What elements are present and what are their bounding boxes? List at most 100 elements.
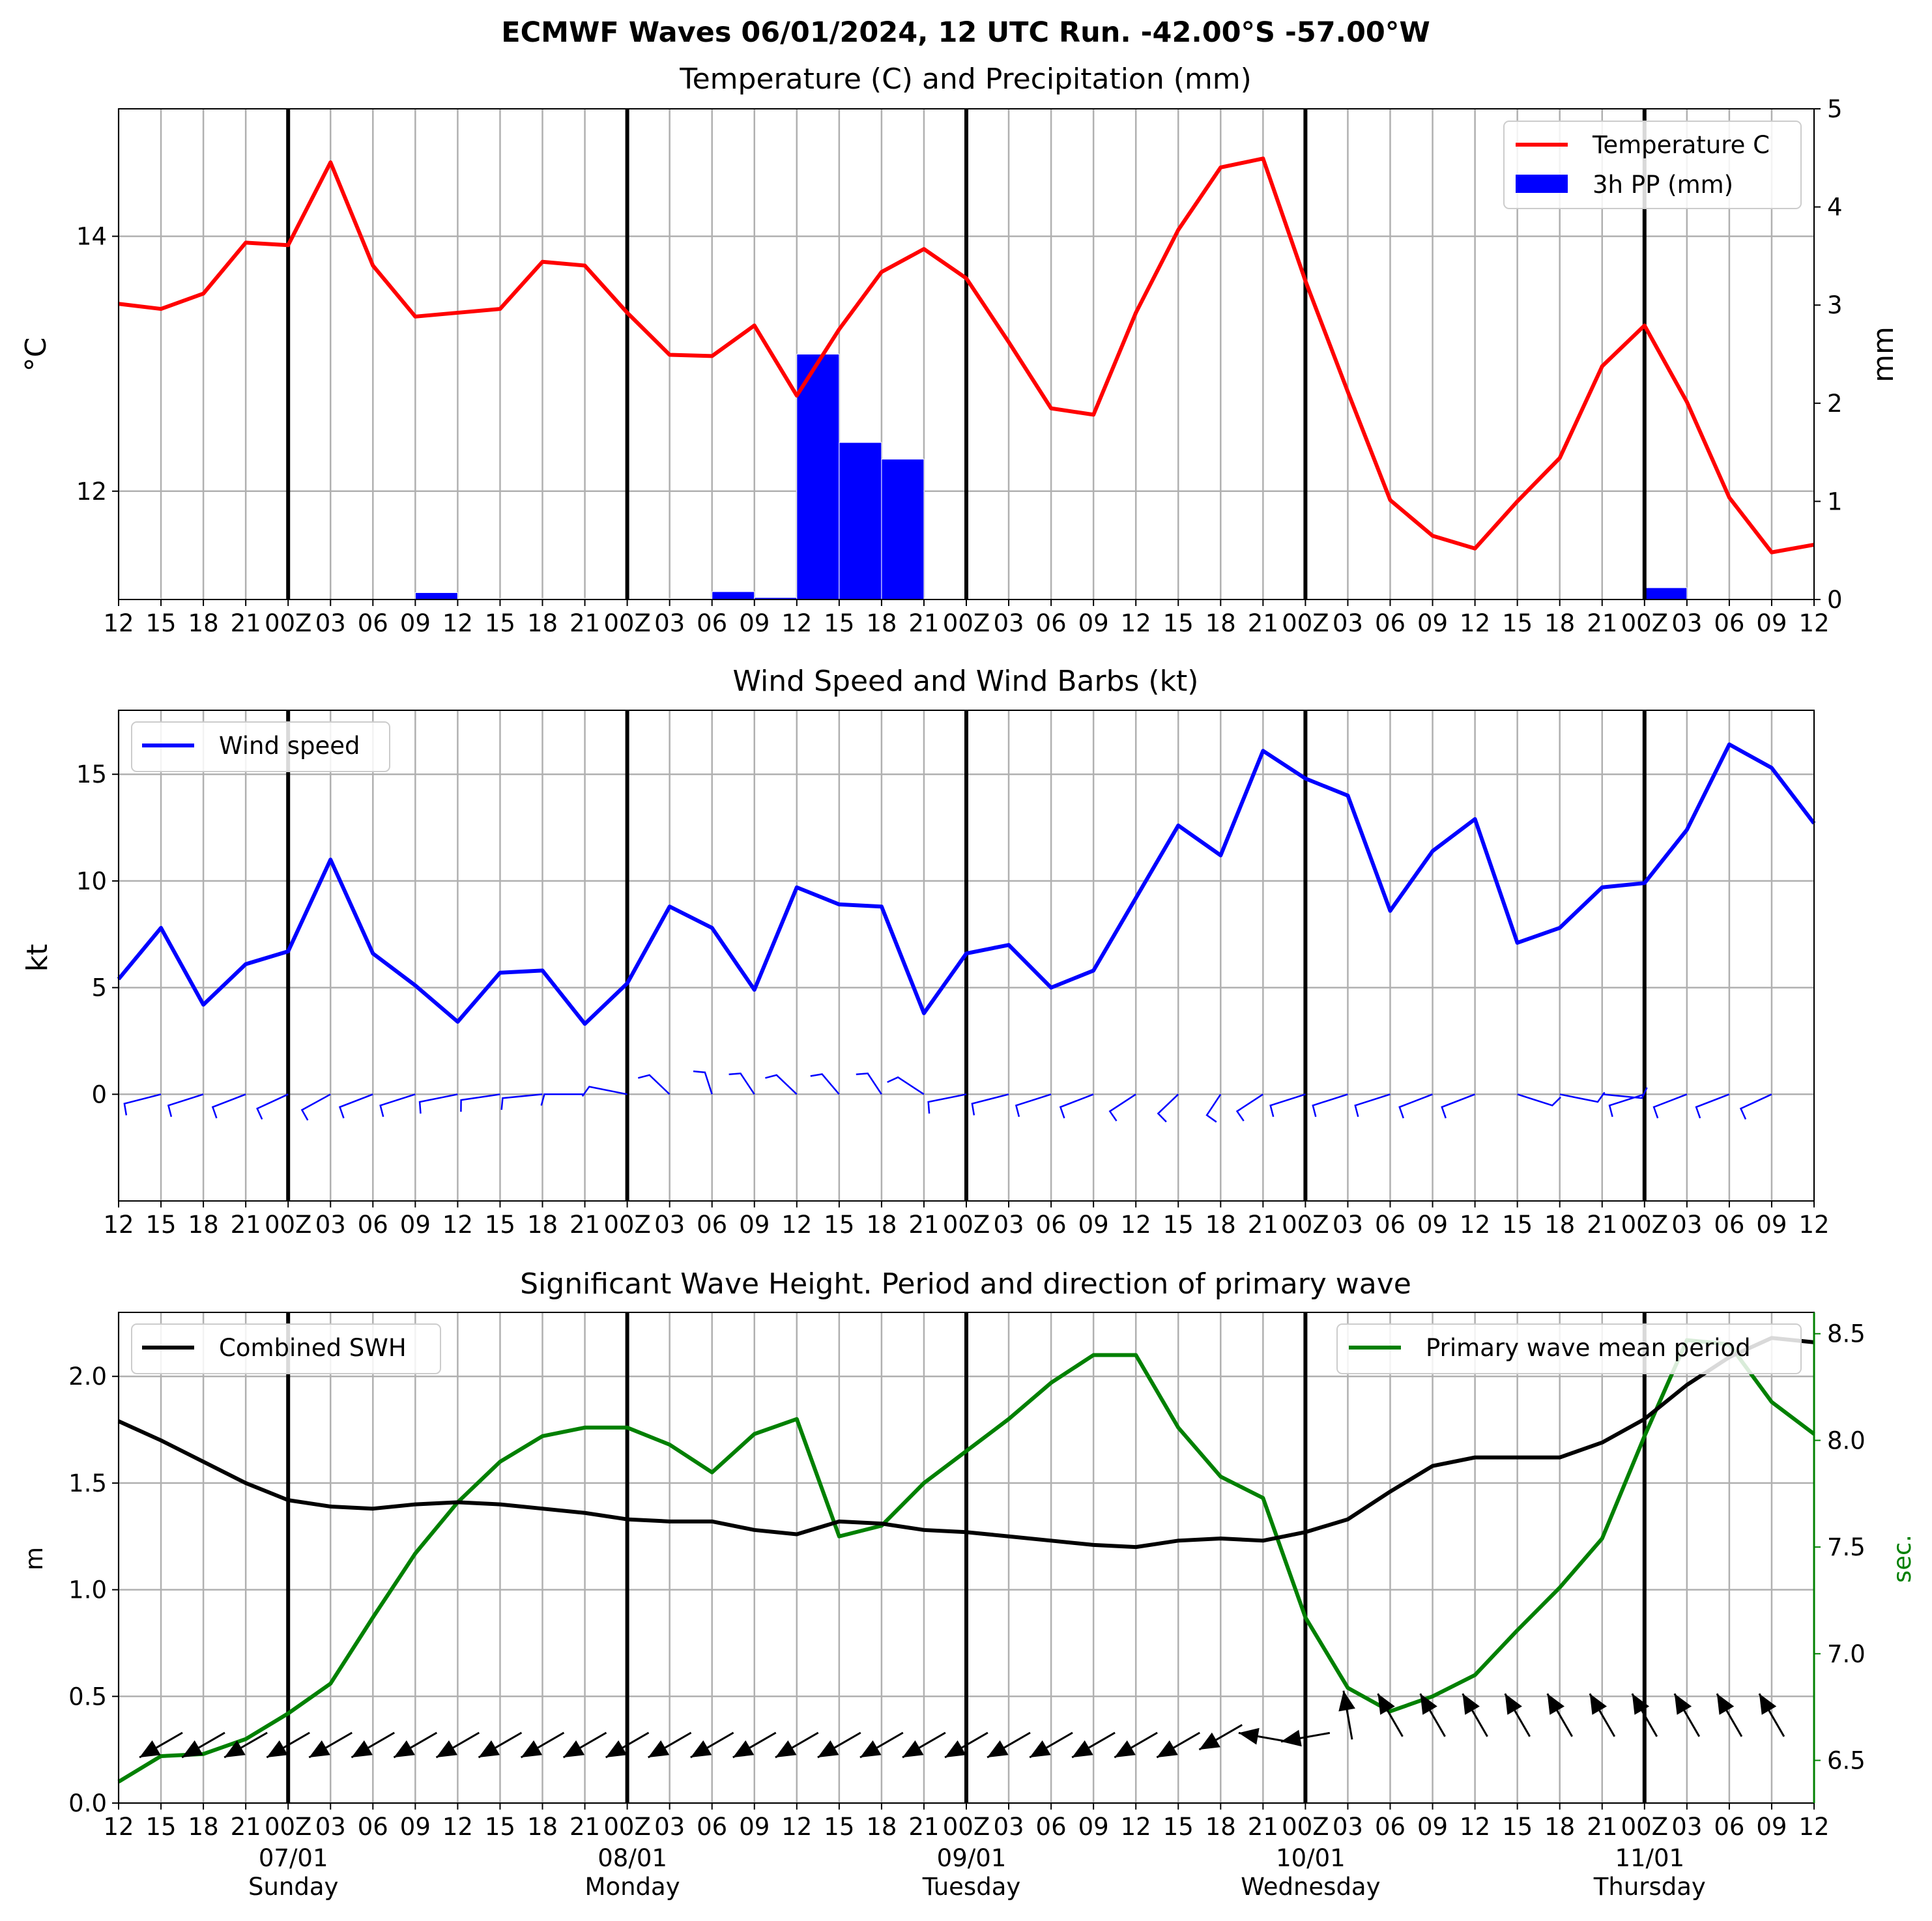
x-tick-label: 21	[1587, 609, 1617, 637]
x-tick-label: 12	[1121, 1211, 1151, 1239]
wind-barb	[1059, 1093, 1094, 1119]
wind-barb	[540, 1093, 585, 1106]
wave-direction-arrow-head	[605, 1740, 627, 1757]
wave-direction-arrow-head	[1030, 1740, 1051, 1757]
panel1-ylabel-right: mm	[1867, 326, 1900, 383]
x-tick-label: 18	[188, 1211, 219, 1239]
x-tick-label: 15	[485, 609, 515, 637]
x-tick-label: 09	[1078, 1813, 1109, 1841]
panel1-x-ticks: 12 15 18 21 00Z 03 06 09 12 15 18 21 00Z 03 06 09 12 15 18…	[103, 599, 1830, 637]
precip-bar	[839, 442, 882, 600]
wave-direction-arrow-head	[351, 1740, 373, 1757]
x-tick-label: 06	[1375, 1813, 1406, 1841]
y-tick-label: 0.5	[68, 1683, 107, 1711]
x-tick-label: 06	[697, 1813, 727, 1841]
x-tick-label: 15	[485, 1211, 515, 1239]
wind-barb	[1108, 1093, 1136, 1121]
x-tick-label: 00Z	[1282, 1211, 1329, 1239]
wave-direction-arrow-head	[1420, 1694, 1437, 1715]
wave-direction-arrow-head	[1716, 1694, 1735, 1715]
wind-barb	[1354, 1093, 1391, 1118]
wind-barb	[765, 1074, 798, 1095]
panel-wind: Wind Speed and Wind Barbs (kt) 0 5 10 15 12…	[21, 665, 1830, 1239]
wind-barb	[1652, 1093, 1688, 1119]
x-tick-label: 12	[442, 1813, 473, 1841]
wave-direction-arrow-head	[732, 1740, 755, 1757]
figure-title: ECMWF Waves 06/01/2024, 12 UTC Run. -42.…	[501, 16, 1430, 49]
x-tick-label: 15	[1163, 1211, 1194, 1239]
x-tick-label: 21	[570, 1211, 600, 1239]
panel3-title: Significant Wave Height. Period and dire…	[520, 1267, 1411, 1301]
x-tick-label: 00Z	[603, 609, 650, 637]
wind-barb	[500, 1093, 543, 1110]
x-tick-label: 21	[231, 1211, 261, 1239]
y-right-tick-label: 2	[1827, 390, 1843, 418]
legend-swh-label: Combined SWH	[219, 1334, 407, 1362]
x-tick-label: 12	[781, 609, 812, 637]
wind-barb	[338, 1093, 373, 1119]
panel1-legend-box	[1503, 121, 1802, 209]
day-date-label: 10/01	[1276, 1844, 1346, 1872]
wind-barb	[1312, 1093, 1348, 1118]
x-tick-label: 12	[1121, 609, 1151, 637]
y-tick-label: 15	[76, 760, 107, 788]
x-tick-label: 09	[739, 609, 770, 637]
x-tick-label: 03	[654, 609, 685, 637]
panel2-x-ticks: 12 15 18 21 00Z 03 06 09 12 15 18 21 00Z 03 06 09 12 15 18…	[103, 1201, 1830, 1239]
precip-bar	[712, 591, 755, 600]
wave-direction-arrow-head	[1505, 1694, 1522, 1715]
y-tick-label: 0.0	[68, 1789, 107, 1817]
x-tick-label: 12	[1121, 1813, 1151, 1841]
x-tick-label: 12	[442, 609, 473, 637]
wave-direction-arrow-head	[775, 1740, 797, 1757]
wave-direction-arrow-head	[1281, 1729, 1302, 1747]
x-tick-label: 09	[1078, 609, 1109, 637]
day-date-label: 07/01	[259, 1844, 328, 1872]
wind-barb	[1398, 1093, 1434, 1119]
x-tick-label: 12	[1798, 1813, 1829, 1841]
x-tick-label: 15	[146, 609, 177, 637]
wind-barb	[581, 1086, 627, 1097]
x-tick-label: 12	[442, 1211, 473, 1239]
x-tick-label: 12	[781, 1211, 812, 1239]
x-tick-label: 03	[1333, 609, 1363, 637]
x-tick-label: 03	[315, 609, 346, 637]
legend-temperature-label: Temperature C	[1592, 131, 1770, 159]
panel2-title: Wind Speed and Wind Barbs (kt)	[733, 665, 1199, 698]
y-tick-label: 12	[76, 478, 107, 506]
panel3-legend-right: Primary wave mean period	[1336, 1323, 1802, 1374]
x-tick-label: 00Z	[1621, 1211, 1668, 1239]
wave-direction-arrows	[139, 1690, 1785, 1759]
panel3-legend-left: Combined SWH	[131, 1323, 441, 1374]
y-right-tick-label: 0	[1827, 586, 1843, 614]
x-tick-label: 09	[400, 609, 431, 637]
wind-barb	[418, 1093, 458, 1114]
y-right-tick-label: 4	[1827, 194, 1843, 222]
x-tick-label: 21	[908, 1211, 939, 1239]
x-tick-label: 09	[1417, 1813, 1448, 1841]
x-tick-label: 09	[400, 1813, 431, 1841]
y-tick-label: 1.0	[68, 1576, 107, 1604]
precip-bar	[881, 459, 925, 600]
wave-direction-arrow-head	[436, 1740, 457, 1757]
wave-direction-arrow-head	[817, 1740, 839, 1757]
wave-direction-arrow-head	[394, 1740, 415, 1757]
precip-bar	[1644, 587, 1688, 600]
y-tick-label: 5	[91, 974, 107, 1002]
y-right-tick-label: 8.5	[1827, 1320, 1866, 1348]
x-tick-label: 15	[1502, 1211, 1533, 1239]
x-tick-label: 18	[527, 609, 558, 637]
x-tick-label: 12	[1798, 1211, 1829, 1239]
day-name-label: Sunday	[248, 1873, 338, 1901]
x-tick-label: 09	[1756, 609, 1787, 637]
x-tick-label: 15	[824, 609, 854, 637]
precip-bars	[118, 354, 1688, 600]
y-tick-label: 0	[91, 1080, 107, 1108]
wave-direction-arrow-head	[1547, 1694, 1564, 1715]
x-tick-label: 15	[146, 1211, 177, 1239]
wind-barb	[1559, 1091, 1606, 1103]
x-tick-label: 00Z	[943, 1813, 990, 1841]
x-tick-label: 18	[1205, 609, 1236, 637]
wind-barb	[167, 1093, 204, 1118]
